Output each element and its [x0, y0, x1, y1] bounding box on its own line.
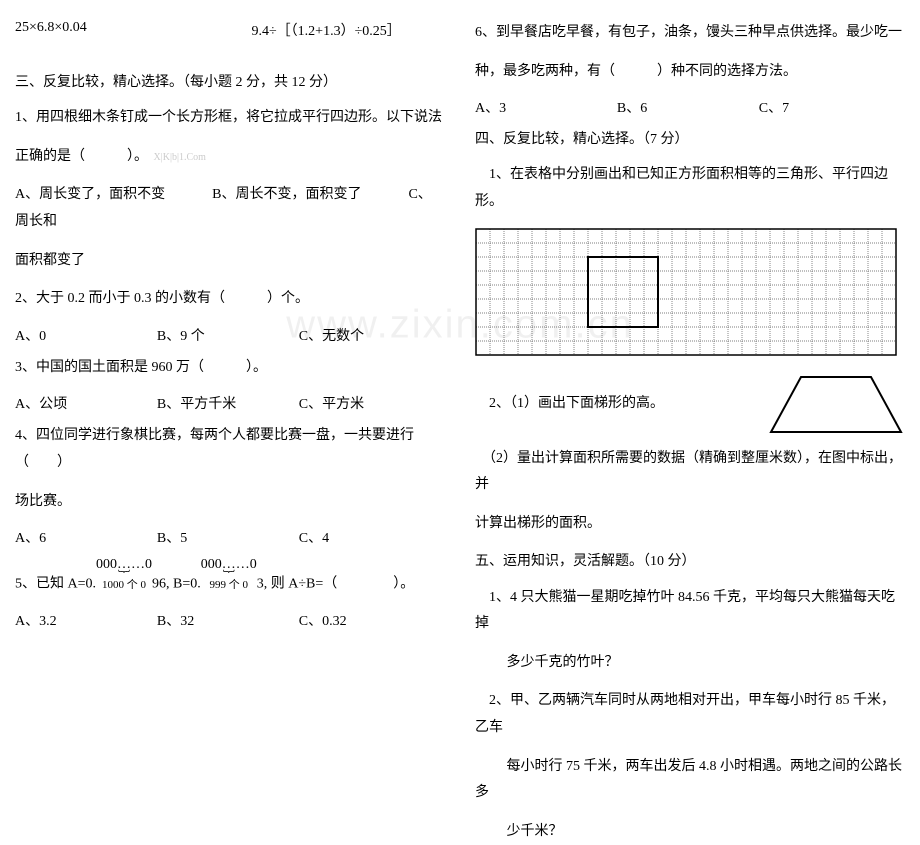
q6-line2: 种，最多吃两种，有（ ）种不同的选择方法。 [475, 59, 905, 86]
expression-row: 25×6.8×0.04 9.4÷［（1.2+1.3）÷0.25］ [15, 20, 445, 40]
s4-q2-1: 2、（1）画出下面梯形的高。 [475, 391, 664, 418]
q2-options: A、0 B、9 个 C、无数个 [15, 325, 445, 345]
expr-2: 9.4÷［（1.2+1.3）÷0.25］ [252, 20, 446, 40]
q5-options: A、3.2 B、32 C、0.32 [15, 610, 445, 630]
q4-options: A、6 B、5 C、4 [15, 527, 445, 547]
q1-opt-c-cont: 面积都变了 [15, 248, 445, 275]
s4-q2-2a: （2）量出计算面积所需要的数据（精确到整厘米数），在图中标出，并 [475, 446, 905, 499]
q3-text: 3、中国的国土面积是 960 万（ ）。 [15, 355, 445, 382]
q2-opt-c: C、无数个 [299, 325, 441, 345]
q6-opt-a: A、3 [475, 97, 617, 117]
q1-line2: 正确的是（ ）。 X|K|b|1.Com [15, 144, 445, 171]
right-column: 6、到早餐店吃早餐，有包子，油条，馒头三种早点供选择。最少吃一 种，最多吃两种，… [460, 0, 920, 650]
q4-line2: 场比赛。 [15, 489, 445, 516]
q6-opt-b: B、6 [617, 97, 759, 117]
q5-brace-1: 000……0 ︸ 1000 个 0 [96, 557, 152, 590]
s4-q1: 1、在表格中分别画出和已知正方形面积相等的三角形、平行四边形。 [475, 162, 905, 215]
q3-options: A、公顷 B、平方千米 C、平方米 [15, 393, 445, 413]
q4-opt-a: A、6 [15, 527, 157, 547]
q5-prefix: 5、已知 A=0. [15, 577, 96, 592]
section-3-title: 三、反复比较，精心选择。（每小题 2 分，共 12 分） [15, 70, 445, 95]
s5-q2-l2: 每小时行 75 千米，两车出发后 4.8 小时相遇。两地之间的公路长多 [475, 754, 905, 807]
expr-1: 25×6.8×0.04 [15, 20, 252, 40]
q5-opt-a: A、3.2 [15, 610, 157, 630]
q1-line1: 1、用四根细木条钉成一个长方形框，将它拉成平行四边形。以下说法 [15, 105, 445, 132]
s5-q2-l1: 2、甲、乙两辆汽车同时从两地相对开出，甲车每小时行 85 千米，乙车 [475, 688, 905, 741]
s4-q2-2b: 计算出梯形的面积。 [475, 511, 905, 538]
q5-brace1-label: 1000 个 0 [96, 579, 152, 591]
q1-opt-a: A、周长变了，面积不变 [15, 187, 165, 202]
q5-brace-2: 000……0 ︸ 999 个 0 [201, 557, 257, 590]
q5-suffix: 3, 则 A÷B=（ ）。 [257, 577, 415, 592]
q1-opt-b: B、周长不变，面积变了 [212, 187, 361, 202]
q2-opt-b: B、9 个 [157, 325, 299, 345]
q6-options: A、3 B、6 C、7 [475, 97, 905, 117]
q5-text: 5、已知 A=0. 000……0 ︸ 1000 个 0 96, B=0. 000… [15, 557, 445, 598]
grid-svg [475, 228, 897, 356]
q4-line1: 4、四位同学进行象棋比赛，每两个人都要比赛一盘，一共要进行（ ） [15, 423, 445, 476]
q2-text: 2、大于 0.2 而小于 0.3 的小数有（ ）个。 [15, 286, 445, 313]
trapezoid-row: 2、（1）画出下面梯形的高。 [475, 373, 905, 436]
q6-line1: 6、到早餐店吃早餐，有包子，油条，馒头三种早点供选择。最少吃一 [475, 20, 905, 47]
q5-opt-c: C、0.32 [299, 610, 441, 630]
q4-opt-c: C、4 [299, 527, 441, 547]
q3-opt-a: A、公顷 [15, 393, 157, 413]
q2-opt-a: A、0 [15, 325, 157, 345]
q5-brace2-label: 999 个 0 [201, 579, 257, 591]
s5-q2-l3: 少千米？ [475, 819, 905, 845]
q6-opt-c: C、7 [759, 97, 901, 117]
source-tag: X|K|b|1.Com [154, 152, 206, 163]
q3-opt-c: C、平方米 [299, 393, 441, 413]
q1-blank: 正确的是（ ）。 [15, 149, 148, 164]
q5-opt-b: B、32 [157, 610, 299, 630]
s5-q1-l1: 1、4 只大熊猫一星期吃掉竹叶 84.56 千克，平均每只大熊猫每天吃掉 [475, 585, 905, 638]
left-column: 25×6.8×0.04 9.4÷［（1.2+1.3）÷0.25］ 三、反复比较，… [0, 0, 460, 650]
q3-opt-b: B、平方千米 [157, 393, 299, 413]
trapezoid-svg [767, 373, 905, 436]
grid-figure [475, 228, 905, 361]
q4-opt-b: B、5 [157, 527, 299, 547]
section-5-title: 五、运用知识，灵活解题。（10 分） [475, 549, 905, 574]
s5-q1-l2: 多少千克的竹叶？ [475, 650, 905, 677]
q5-mid1b: 96, B=0. [152, 577, 201, 592]
q1-options: A、周长变了，面积不变 B、周长不变，面积变了 C、周长和 [15, 182, 445, 235]
section-4-title: 四、反复比较，精心选择。（7 分） [475, 127, 905, 152]
